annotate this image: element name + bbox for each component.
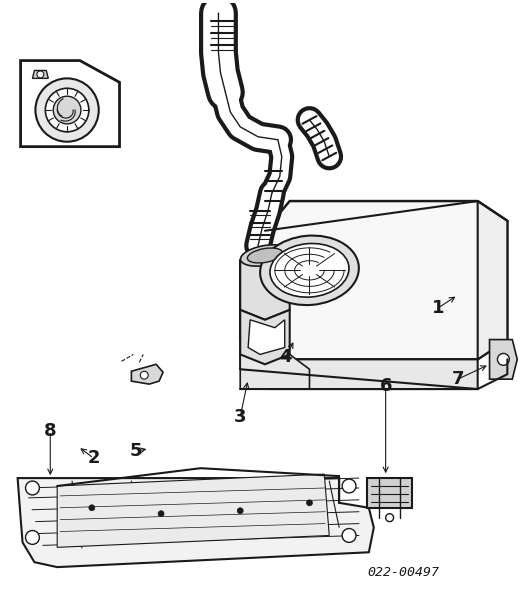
Text: 3: 3 [234,408,246,426]
Polygon shape [240,201,507,359]
Circle shape [26,481,39,495]
Circle shape [53,96,81,124]
Polygon shape [478,201,507,359]
Circle shape [35,79,99,142]
Text: 8: 8 [44,422,56,440]
Polygon shape [20,61,120,146]
Polygon shape [240,340,478,389]
Polygon shape [367,478,412,508]
Polygon shape [240,251,290,320]
Text: 7: 7 [452,370,464,388]
Circle shape [238,508,243,514]
Circle shape [342,529,356,542]
Circle shape [140,371,148,379]
Circle shape [386,514,394,521]
Circle shape [306,500,313,506]
Ellipse shape [270,244,349,297]
Ellipse shape [247,248,282,263]
Polygon shape [490,340,517,379]
Polygon shape [248,320,284,355]
Text: 022-00497: 022-00497 [367,566,440,578]
Circle shape [37,71,44,78]
Circle shape [26,530,39,544]
Circle shape [89,505,95,511]
Circle shape [45,88,89,132]
Circle shape [158,511,164,517]
Text: 6: 6 [379,377,392,395]
Polygon shape [132,364,163,384]
Circle shape [497,353,509,365]
Ellipse shape [260,236,359,305]
Polygon shape [18,478,374,567]
Polygon shape [57,474,329,547]
Text: 2: 2 [88,449,100,467]
Text: 4: 4 [279,349,292,367]
Polygon shape [32,70,49,79]
Polygon shape [240,310,290,364]
Text: 1: 1 [432,299,444,317]
Polygon shape [240,355,310,389]
Ellipse shape [241,245,289,266]
Circle shape [342,479,356,493]
Text: 5: 5 [130,442,143,460]
